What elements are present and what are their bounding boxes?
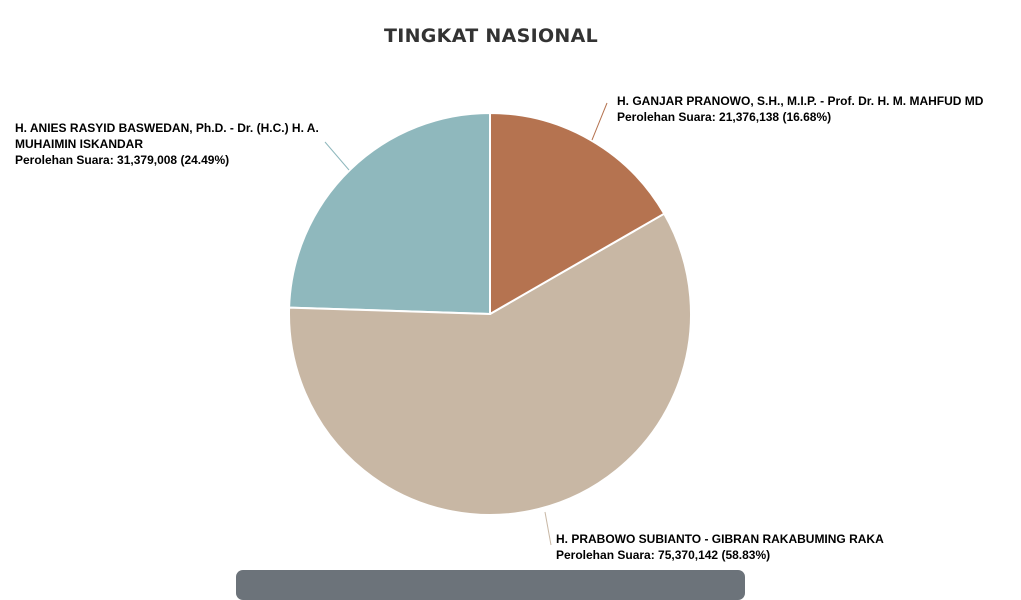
slice-label-name: H. ANIES RASYID BASWEDAN, Ph.D. - Dr. (H… [15, 121, 319, 151]
slice-label-name: H. PRABOWO SUBIANTO - GIBRAN RAKABUMING … [556, 532, 884, 546]
slice-label-votes: Perolehan Suara: 75,370,142 (58.83%) [556, 548, 771, 562]
slice-label-votes: Perolehan Suara: 21,376,138 (16.68%) [617, 110, 832, 124]
slice-label-name: H. GANJAR PRANOWO, S.H., M.I.P. - Prof. … [617, 94, 984, 108]
leader-line-anies [324, 141, 350, 171]
bottom-panel [236, 570, 745, 600]
slice-label-votes: Perolehan Suara: 31,379,008 (24.49%) [15, 153, 230, 167]
leader-line-prabowo [544, 511, 552, 546]
chart-title: TINGKAT NASIONAL [383, 25, 599, 47]
slice-label-ganjar: H. GANJAR PRANOWO, S.H., M.I.P. - Prof. … [617, 93, 1017, 125]
pie-slice-1[interactable] [288, 212, 692, 516]
leader-line-ganjar [591, 102, 608, 141]
slice-label-prabowo: H. PRABOWO SUBIANTO - GIBRAN RAKABUMING … [556, 531, 976, 563]
slice-label-anies: H. ANIES RASYID BASWEDAN, Ph.D. - Dr. (H… [15, 120, 325, 168]
pie-chart [288, 102, 692, 546]
pie-slice-0[interactable] [489, 112, 666, 315]
pie-slice-2[interactable] [288, 112, 491, 315]
